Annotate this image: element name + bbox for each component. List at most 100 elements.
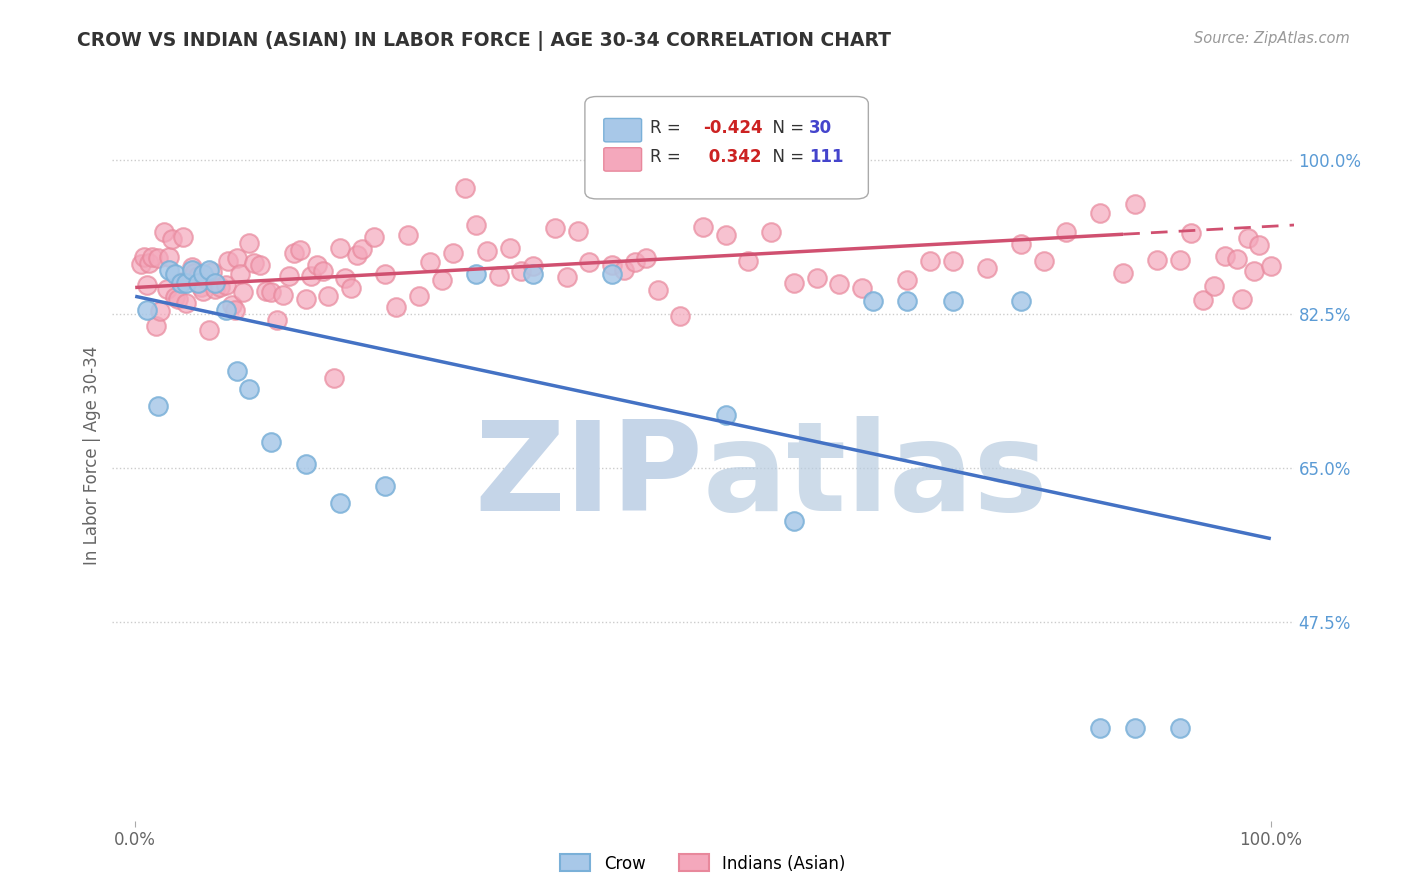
Text: Source: ZipAtlas.com: Source: ZipAtlas.com	[1194, 31, 1350, 46]
Point	[352, 242, 374, 256]
Point	[294, 293, 316, 307]
Point	[522, 259, 544, 273]
Point	[555, 269, 578, 284]
Point	[1191, 293, 1213, 308]
Text: R =: R =	[650, 119, 686, 137]
Point	[1232, 292, 1254, 306]
Point	[157, 250, 180, 264]
Point	[828, 277, 851, 291]
Point	[464, 267, 486, 281]
Point	[1090, 206, 1112, 220]
Point	[806, 270, 828, 285]
Point	[146, 400, 169, 414]
Point	[198, 323, 221, 337]
Point	[163, 267, 186, 281]
Point	[374, 267, 396, 281]
Point	[488, 268, 510, 283]
Point	[1243, 264, 1265, 278]
Point	[430, 272, 453, 286]
Point	[183, 266, 205, 280]
Point	[260, 285, 283, 300]
Point	[1090, 721, 1112, 735]
FancyBboxPatch shape	[585, 96, 869, 199]
Point	[187, 276, 209, 290]
Point	[510, 264, 533, 278]
Point	[1215, 249, 1237, 263]
Point	[976, 260, 998, 275]
Point	[896, 293, 918, 308]
Point	[156, 281, 179, 295]
Point	[624, 254, 647, 268]
Point	[163, 290, 186, 304]
Point	[346, 248, 368, 262]
Point	[1168, 253, 1191, 268]
Point	[215, 278, 238, 293]
Point	[160, 231, 183, 245]
Point	[600, 267, 623, 281]
Point	[157, 263, 180, 277]
Point	[374, 479, 396, 493]
Point	[288, 244, 311, 258]
Point	[759, 225, 782, 239]
Point	[329, 496, 352, 510]
Point	[141, 250, 163, 264]
Point	[783, 514, 806, 528]
Point	[138, 256, 160, 270]
Point	[217, 253, 239, 268]
Point	[862, 293, 884, 308]
Point	[522, 267, 544, 281]
Point	[271, 288, 294, 302]
Point	[135, 278, 157, 293]
Point	[283, 245, 305, 260]
Point	[174, 296, 197, 310]
Point	[193, 267, 215, 281]
Point	[441, 246, 464, 260]
Point	[226, 364, 249, 378]
Point	[464, 218, 486, 232]
Point	[226, 251, 249, 265]
Legend: Crow, Indians (Asian): Crow, Indians (Asian)	[554, 847, 852, 880]
Text: R =: R =	[650, 148, 686, 166]
Point	[305, 258, 328, 272]
Point	[567, 224, 589, 238]
Point	[181, 260, 204, 274]
Point	[1226, 252, 1249, 267]
Point	[249, 258, 271, 272]
Point	[692, 219, 714, 234]
Point	[228, 267, 250, 281]
Point	[316, 289, 339, 303]
Point	[408, 289, 430, 303]
Point	[335, 271, 357, 285]
Point	[942, 253, 965, 268]
Point	[232, 285, 254, 300]
Point	[737, 253, 759, 268]
Text: -0.424: -0.424	[703, 119, 762, 137]
Point	[145, 319, 167, 334]
Text: 0.342: 0.342	[703, 148, 762, 166]
Point	[187, 269, 209, 284]
Point	[135, 302, 157, 317]
Point	[453, 181, 475, 195]
Point	[179, 271, 201, 285]
Point	[198, 263, 221, 277]
Point	[204, 282, 226, 296]
Point	[167, 293, 190, 307]
Text: N =: N =	[762, 148, 810, 166]
Point	[215, 302, 238, 317]
Point	[169, 276, 191, 290]
Point	[209, 280, 232, 294]
Point	[942, 293, 965, 308]
Point	[636, 251, 658, 265]
Point	[1249, 237, 1271, 252]
Point	[181, 263, 204, 277]
Point	[129, 257, 152, 271]
Point	[896, 273, 918, 287]
Point	[363, 230, 385, 244]
Point	[149, 304, 172, 318]
Point	[477, 244, 499, 259]
Point	[152, 225, 174, 239]
Point	[396, 227, 419, 242]
Point	[260, 434, 283, 449]
Text: ZIP: ZIP	[474, 417, 703, 537]
Point	[190, 280, 212, 294]
